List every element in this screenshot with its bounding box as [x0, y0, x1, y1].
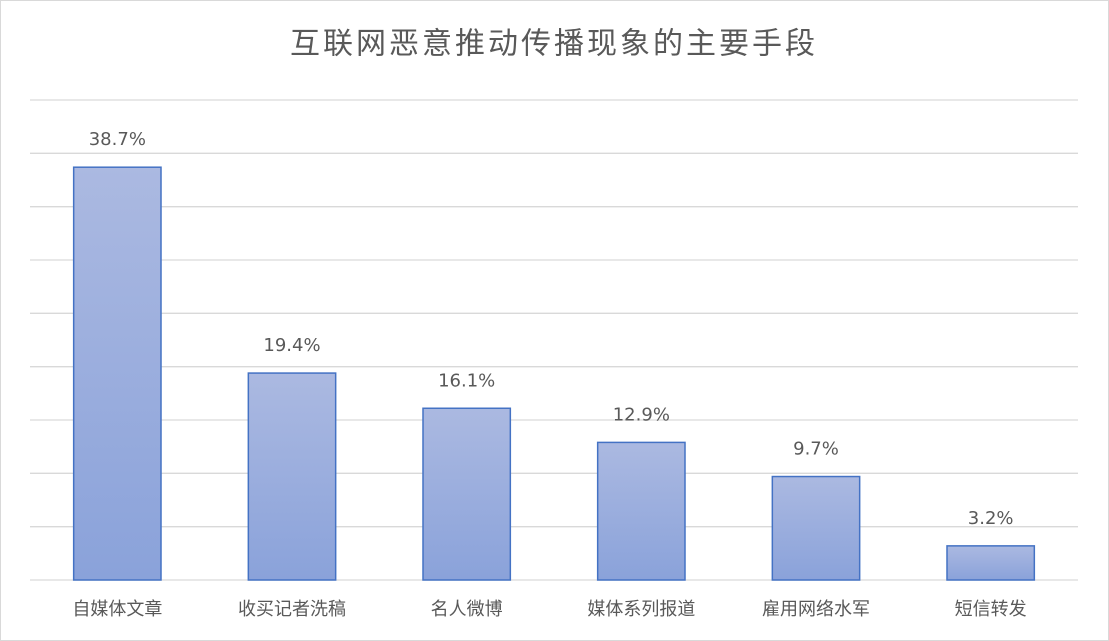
bar	[72, 166, 162, 581]
chart-title: 互联网恶意推动传播现象的主要手段	[290, 27, 818, 62]
x-tick-label: 媒体系列报道	[587, 599, 695, 620]
bar	[247, 372, 337, 581]
x-tick-label: 自媒体文章	[72, 599, 162, 620]
x-tick-label: 名人微博	[431, 599, 503, 620]
bar	[771, 475, 861, 581]
x-tick-label: 雇用网络水军	[762, 599, 870, 620]
bar	[422, 407, 512, 581]
data-label: 12.9%	[613, 404, 670, 425]
bar	[946, 545, 1036, 581]
data-label: 3.2%	[968, 508, 1014, 529]
data-label: 19.4%	[263, 335, 320, 356]
x-tick-label: 收买记者洗稿	[238, 599, 346, 620]
x-tick-label: 短信转发	[955, 599, 1027, 620]
data-label: 9.7%	[793, 439, 839, 460]
data-label: 38.7%	[89, 129, 146, 150]
data-label: 16.1%	[438, 370, 495, 391]
bar	[596, 441, 686, 581]
